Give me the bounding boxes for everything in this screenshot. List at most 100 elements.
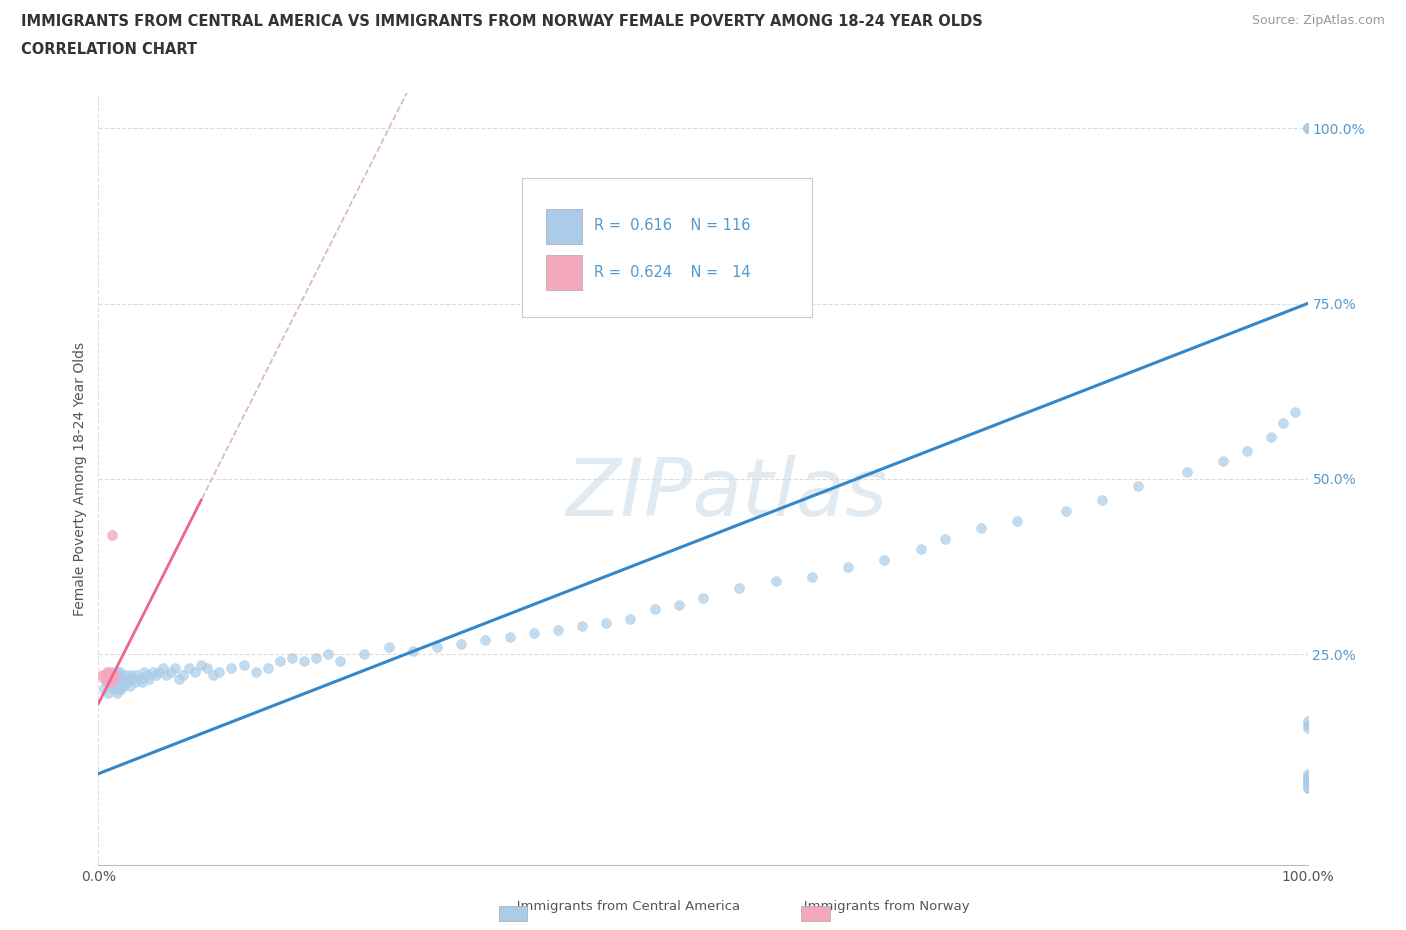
Point — [208, 665, 231, 680]
Point — [127, 668, 149, 683]
Point — [104, 679, 127, 694]
Point — [96, 671, 118, 686]
Point — [190, 658, 212, 672]
Text: Immigrants from Central America               Immigrants from Norway: Immigrants from Central America Immigran… — [436, 900, 970, 913]
Point — [120, 668, 142, 683]
Point — [105, 665, 128, 680]
Point — [93, 671, 115, 686]
Point — [1175, 464, 1198, 479]
Point — [128, 671, 150, 686]
Point — [107, 675, 129, 690]
Point — [97, 685, 120, 700]
Point — [1091, 493, 1114, 508]
Point — [450, 636, 472, 651]
Point — [281, 650, 304, 665]
Point — [245, 665, 267, 680]
Point — [100, 668, 122, 683]
Point — [1296, 777, 1319, 791]
Point — [108, 679, 131, 694]
Point — [100, 679, 122, 694]
Point — [644, 602, 666, 617]
Point — [1054, 503, 1077, 518]
Point — [329, 654, 352, 669]
Point — [108, 671, 131, 686]
Point — [523, 626, 546, 641]
Point — [800, 570, 823, 585]
Point — [595, 616, 617, 631]
Point — [98, 671, 121, 686]
Point — [117, 675, 139, 690]
Point — [1296, 713, 1319, 728]
Point — [1272, 416, 1295, 431]
Point — [668, 598, 690, 613]
Point — [118, 671, 141, 686]
FancyBboxPatch shape — [546, 209, 582, 244]
Text: CORRELATION CHART: CORRELATION CHART — [21, 42, 197, 57]
Point — [202, 668, 225, 683]
Point — [152, 661, 174, 676]
Point — [107, 682, 129, 697]
Point — [148, 665, 170, 680]
Point — [103, 668, 125, 683]
Point — [692, 591, 714, 605]
Y-axis label: Female Poverty Among 18-24 Year Olds: Female Poverty Among 18-24 Year Olds — [73, 342, 87, 616]
Point — [1296, 770, 1319, 785]
Point — [1296, 717, 1319, 732]
Point — [353, 647, 375, 662]
Point — [305, 650, 328, 665]
Point — [377, 640, 399, 655]
Point — [426, 640, 449, 655]
Point — [1007, 513, 1029, 528]
Point — [316, 647, 339, 662]
Point — [269, 654, 291, 669]
Point — [111, 671, 134, 686]
Point — [1296, 770, 1319, 785]
Point — [619, 612, 641, 627]
Point — [103, 671, 125, 686]
Point — [134, 665, 156, 680]
Point — [110, 682, 132, 697]
Point — [97, 668, 120, 683]
Text: Source: ZipAtlas.com: Source: ZipAtlas.com — [1251, 14, 1385, 27]
Point — [112, 675, 135, 690]
Point — [101, 665, 124, 680]
Point — [160, 665, 183, 680]
Point — [1236, 444, 1258, 458]
Point — [138, 671, 160, 686]
Point — [98, 665, 121, 680]
Point — [94, 668, 117, 683]
Point — [105, 685, 128, 700]
Point — [765, 573, 787, 588]
Point — [172, 668, 194, 683]
Point — [101, 675, 124, 690]
Point — [131, 675, 153, 690]
Text: ZIPatlas: ZIPatlas — [567, 456, 889, 534]
Point — [1296, 777, 1319, 791]
Point — [934, 531, 956, 546]
Point — [547, 622, 569, 637]
Point — [100, 668, 122, 683]
Point — [873, 552, 896, 567]
Point — [114, 671, 136, 686]
Point — [1296, 780, 1319, 795]
Point — [104, 668, 127, 683]
Point — [115, 668, 138, 683]
Point — [1296, 773, 1319, 788]
Point — [121, 671, 143, 686]
Point — [111, 679, 134, 694]
Point — [96, 665, 118, 680]
Point — [256, 661, 278, 676]
Point — [1296, 766, 1319, 781]
Point — [163, 661, 186, 676]
Text: IMMIGRANTS FROM CENTRAL AMERICA VS IMMIGRANTS FROM NORWAY FEMALE POVERTY AMONG 1: IMMIGRANTS FROM CENTRAL AMERICA VS IMMIG… — [21, 14, 983, 29]
Point — [96, 675, 118, 690]
Point — [100, 671, 122, 686]
Point — [169, 671, 191, 686]
Point — [1296, 121, 1319, 136]
Point — [100, 675, 122, 690]
Point — [1296, 121, 1319, 136]
Point — [135, 668, 157, 683]
Point — [728, 580, 751, 595]
Point — [97, 671, 120, 686]
Point — [292, 654, 315, 669]
